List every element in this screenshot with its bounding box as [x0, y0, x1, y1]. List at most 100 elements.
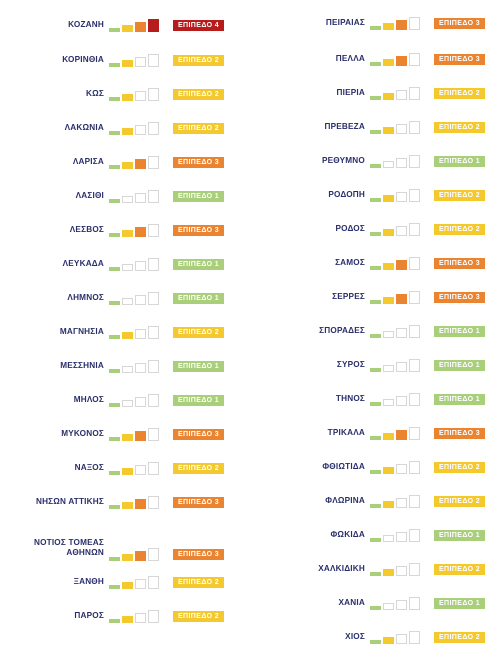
- level-meter: [109, 291, 167, 305]
- level-meter-bar: [135, 91, 146, 101]
- level-meter: [109, 547, 167, 561]
- level-meter-bar: [396, 328, 407, 338]
- region-name: ΣΑΜΟΣ: [335, 258, 365, 267]
- level-meter-bar: [109, 301, 120, 305]
- level-meter-bar: [122, 94, 133, 101]
- level-meter-bar: [396, 430, 407, 440]
- region-name: ΚΟΖΑΝΗ: [68, 20, 104, 29]
- level-meter-bar: [370, 164, 381, 168]
- level-meter-bar: [409, 563, 420, 576]
- level-meter-bar: [122, 196, 133, 203]
- level-badge: ΕΠΙΠΕΔΟ 2: [173, 122, 224, 134]
- level-meter: [370, 290, 428, 304]
- region-name: ΣΕΡΡΕΣ: [332, 292, 365, 301]
- level-meter-bar: [396, 464, 407, 474]
- region-row: ΝΗΣΩΝ ΑΤΤΙΚΗΣ ΕΠΙΠΕΔΟ 3: [0, 495, 224, 509]
- level-meter: [109, 495, 167, 509]
- level-meter-bar: [370, 62, 381, 66]
- level-meter-bar: [135, 261, 146, 271]
- region-row: ΠΑΡΟΣ ΕΠΙΠΕΔΟ 2: [0, 609, 224, 623]
- level-meter: [370, 460, 428, 474]
- level-badge: ΕΠΙΠΕΔΟ 4: [173, 19, 224, 31]
- level-meter-bar: [396, 192, 407, 202]
- level-meter-bar: [396, 566, 407, 576]
- level-meter-bar: [109, 97, 120, 101]
- level-meter-bar: [370, 606, 381, 610]
- level-meter-bar: [409, 461, 420, 474]
- level-meter: [370, 358, 428, 372]
- level-meter-bar: [135, 227, 146, 237]
- region-name: ΤΡΙΚΑΛΑ: [327, 428, 365, 437]
- region-row: ΛΕΣΒΟΣ ΕΠΙΠΕΔΟ 3: [0, 223, 224, 237]
- region-name: ΜΗΛΟΣ: [73, 395, 104, 404]
- region-name: ΛΗΜΝΟΣ: [67, 293, 104, 302]
- level-meter-bar: [109, 335, 120, 339]
- level-badge: ΕΠΙΠΕΔΟ 2: [434, 461, 485, 473]
- level-meter-bar: [135, 397, 146, 407]
- level-meter-bar: [148, 224, 159, 237]
- level-meter-bar: [109, 131, 120, 135]
- region-row: ΛΕΥΚΑΔΑ ΕΠΙΠΕΔΟ 1: [0, 257, 224, 271]
- level-meter-bar: [396, 600, 407, 610]
- level-meter-bar: [383, 297, 394, 304]
- level-meter: [370, 562, 428, 576]
- level-meter: [370, 86, 428, 100]
- level-meter-bar: [370, 538, 381, 542]
- level-meter: [370, 324, 428, 338]
- region-row: ΜΑΓΝΗΣΙΑ ΕΠΙΠΕΔΟ 2: [0, 325, 224, 339]
- level-meter-bar: [122, 128, 133, 135]
- region-row: ΦΘΙΩΤΙΔΑ ΕΠΙΠΕΔΟ 2: [245, 460, 485, 474]
- level-meter: [109, 223, 167, 237]
- level-meter-bar: [396, 362, 407, 372]
- level-meter-bar: [122, 264, 133, 271]
- level-meter-bar: [148, 462, 159, 475]
- level-badge: ΕΠΙΠΕΔΟ 3: [173, 156, 224, 168]
- region-name: ΤΗΝΟΣ: [335, 394, 365, 403]
- level-meter-bar: [396, 532, 407, 542]
- level-meter-bar: [370, 640, 381, 644]
- level-meter-bar: [370, 96, 381, 100]
- level-meter: [370, 630, 428, 644]
- level-meter-bar: [122, 298, 133, 305]
- level-meter-bar: [148, 576, 159, 589]
- level-meter: [370, 120, 428, 134]
- level-badge: ΕΠΙΠΕΔΟ 2: [434, 563, 485, 575]
- level-meter-bar: [122, 400, 133, 407]
- region-row: ΠΙΕΡΙΑ ΕΠΙΠΕΔΟ 2: [245, 86, 485, 100]
- level-meter: [109, 427, 167, 441]
- level-badge: ΕΠΙΠΕΔΟ 3: [434, 427, 485, 439]
- level-meter-bar: [383, 59, 394, 66]
- level-meter-bar: [135, 465, 146, 475]
- level-badge: ΕΠΙΠΕΔΟ 3: [434, 257, 485, 269]
- region-row: ΡΟΔΟΣ ΕΠΙΠΕΔΟ 2: [245, 222, 485, 236]
- level-meter-bar: [383, 161, 394, 168]
- level-meter-bar: [370, 368, 381, 372]
- region-name: ΡΟΔΟΣ: [335, 224, 365, 233]
- level-meter-bar: [109, 619, 120, 623]
- level-meter-bar: [409, 631, 420, 644]
- level-badge: ΕΠΙΠΕΔΟ 1: [173, 258, 224, 270]
- level-meter-bar: [383, 467, 394, 474]
- level-meter: [370, 494, 428, 508]
- level-meter-bar: [109, 233, 120, 237]
- level-meter-bar: [383, 331, 394, 338]
- level-meter-bar: [109, 165, 120, 169]
- level-meter: [109, 18, 167, 32]
- level-badge: ΕΠΙΠΕΔΟ 1: [434, 359, 485, 371]
- region-name: ΚΩΣ: [86, 89, 104, 98]
- level-badge: ΕΠΙΠΕΔΟ 2: [434, 189, 485, 201]
- region-name: ΛΑΚΩΝΙΑ: [64, 123, 104, 132]
- level-meter-bar: [370, 572, 381, 576]
- level-meter-bar: [148, 428, 159, 441]
- region-row: ΡΟΔΟΠΗ ΕΠΙΠΕΔΟ 2: [245, 188, 485, 202]
- level-badge: ΕΠΙΠΕΔΟ 2: [434, 495, 485, 507]
- region-row: ΣΠΟΡΑΔΕΣ ΕΠΙΠΕΔΟ 1: [245, 324, 485, 338]
- region-name: ΜΕΣΣΗΝΙΑ: [60, 361, 104, 370]
- region-row: ΜΗΛΟΣ ΕΠΙΠΕΔΟ 1: [0, 393, 224, 407]
- region-row: ΣΥΡΟΣ ΕΠΙΠΕΔΟ 1: [245, 358, 485, 372]
- level-meter-bar: [409, 359, 420, 372]
- level-meter: [109, 121, 167, 135]
- level-meter-bar: [396, 90, 407, 100]
- level-meter-bar: [135, 159, 146, 169]
- level-meter-bar: [370, 300, 381, 304]
